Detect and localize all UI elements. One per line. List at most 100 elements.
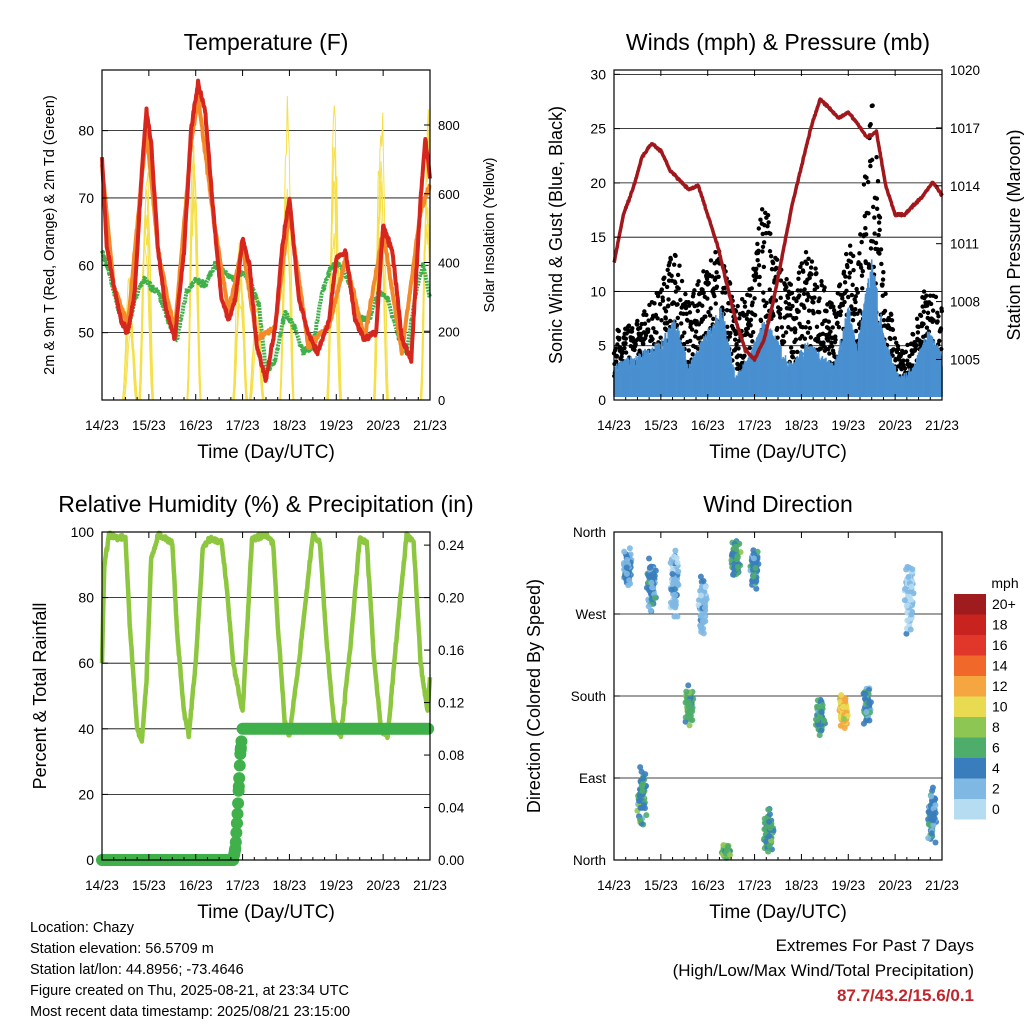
gust-point	[918, 313, 924, 319]
winds-xtick-label: 15/23	[644, 418, 678, 433]
colorbar-label: 6	[992, 740, 1000, 756]
gust-point	[814, 324, 820, 330]
gust-point	[931, 318, 936, 323]
gust-point	[765, 213, 771, 218]
humidity-ytick-label: 100	[71, 524, 95, 540]
wind-direction-ytick-label: North	[573, 525, 606, 540]
winds-title: Winds (mph) & Pressure (mb)	[626, 29, 930, 55]
gust-point	[704, 276, 710, 282]
gust-point	[626, 323, 632, 328]
gust-point	[847, 243, 853, 248]
gust-point	[675, 302, 680, 307]
solar-insolation-line	[138, 241, 153, 401]
gust-point	[928, 293, 933, 298]
colorbar-swatch	[954, 758, 986, 779]
wind-direction-point	[907, 626, 914, 633]
winds-xtick-label: 21/23	[925, 418, 959, 433]
gust-point	[862, 213, 867, 219]
gust-point	[695, 308, 700, 314]
gust-point	[778, 278, 784, 283]
gust-point	[706, 309, 711, 315]
wind-direction-point	[720, 842, 727, 849]
wind-direction-ylabel: Direction (Colored By Speed)	[524, 579, 544, 813]
colorbar-label: 20+	[992, 596, 1016, 612]
gust-point	[653, 312, 659, 318]
gust-point	[797, 293, 802, 298]
temperature-xtick-label: 15/23	[132, 418, 166, 433]
gust-point	[845, 264, 850, 270]
gust-point	[736, 346, 741, 351]
humidity-xtick-label: 16/23	[179, 878, 213, 893]
gust-point	[651, 326, 656, 331]
wind-direction-point	[841, 696, 848, 703]
wind-direction-point	[928, 793, 935, 800]
gust-point	[682, 330, 687, 335]
gust-point	[805, 330, 811, 335]
wind-direction-point	[727, 852, 734, 859]
gust-point	[706, 281, 711, 286]
gust-point	[877, 215, 883, 220]
wind-direction-point	[750, 555, 757, 562]
gust-point	[752, 296, 757, 301]
gust-point	[713, 301, 718, 306]
gust-point	[748, 317, 754, 322]
humidity-y2tick-label: 0.08	[438, 748, 464, 763]
temperature-y2tick-label: 200	[438, 324, 460, 339]
colorbar-label: 18	[992, 617, 1008, 633]
gust-point	[829, 340, 834, 345]
gust-point	[754, 266, 759, 272]
gust-point	[659, 318, 664, 323]
winds-ytick-label: 5	[598, 338, 606, 354]
solar-insolation-line	[249, 315, 264, 401]
humidity-xtick-label: 20/23	[366, 878, 400, 893]
gust-point	[924, 293, 929, 298]
wind-direction-point	[698, 592, 705, 599]
gust-point	[786, 324, 791, 330]
wind-direction-point	[903, 602, 910, 609]
gust-point	[779, 325, 785, 330]
gust-point	[837, 282, 843, 287]
wind-direction-ytick-label: South	[571, 689, 606, 704]
gust-point	[692, 288, 697, 293]
gust-point	[663, 316, 668, 321]
temperature-y2tick-label: 600	[438, 187, 460, 202]
precip-point	[232, 784, 245, 797]
gust-point	[915, 330, 921, 335]
station-info: Location: Chazy Station elevation: 56.57…	[30, 918, 350, 1023]
gust-point	[889, 312, 894, 317]
wind-direction-point	[866, 717, 873, 724]
gust-point	[709, 274, 715, 279]
gust-point	[880, 277, 886, 282]
gust-point	[855, 290, 860, 295]
temperature-y2tick-label: 800	[438, 118, 460, 133]
wind-direction-point	[638, 783, 645, 790]
gust-point	[872, 231, 877, 236]
gust-point	[868, 163, 873, 169]
gust-point	[734, 341, 739, 347]
gust-point	[642, 309, 647, 314]
gust-point	[694, 319, 699, 324]
gust-point	[921, 309, 927, 314]
gust-point	[801, 291, 807, 297]
wind-direction-point	[637, 764, 644, 771]
gust-point	[687, 310, 693, 315]
wind-direction-point	[753, 585, 760, 592]
gust-point	[737, 316, 742, 321]
solar-insolation-line	[124, 324, 139, 401]
wind-direction-xtick-label: 21/23	[925, 878, 959, 893]
gust-point	[851, 253, 856, 259]
gust-point	[646, 327, 651, 332]
gust-point	[732, 337, 738, 342]
gust-point	[794, 298, 799, 304]
gust-point	[713, 250, 718, 255]
gust-point	[857, 251, 862, 256]
wind-direction-point	[670, 578, 677, 585]
gust-point	[673, 289, 679, 294]
gust-point	[791, 350, 796, 355]
gust-point	[802, 287, 807, 292]
gust-point	[784, 284, 789, 290]
gust-point	[796, 270, 802, 275]
gust-point	[701, 290, 706, 296]
wind-direction-point	[671, 599, 678, 606]
wind-direction-point	[652, 594, 659, 601]
